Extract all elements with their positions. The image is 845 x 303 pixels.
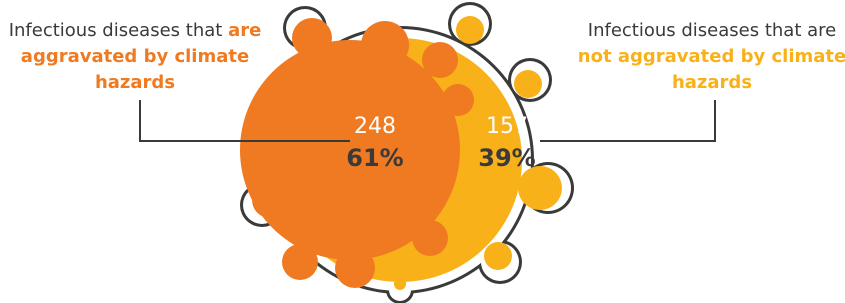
count: 157 <box>486 114 528 139</box>
count: 248 <box>354 114 396 139</box>
label-highlight: hazards <box>95 72 175 93</box>
left-label: Infectious diseases that are <box>9 20 262 41</box>
label-highlight: hazards <box>672 72 752 93</box>
page: {"left": {"text": "Infectious diseases t… <box>0 0 845 303</box>
label-highlight: aggravated by climate <box>21 46 249 67</box>
label-text: Infectious diseases that <box>9 20 223 41</box>
share: 61% <box>346 144 403 172</box>
right-leader <box>540 100 715 141</box>
infographic: Infectious diseases that are aggravated … <box>0 0 845 303</box>
label-highlight: not aggravated by climate <box>578 46 845 67</box>
label-highlight: are <box>228 20 261 41</box>
share: 39% <box>478 144 535 172</box>
right-label: Infectious diseases that are <box>588 20 836 41</box>
